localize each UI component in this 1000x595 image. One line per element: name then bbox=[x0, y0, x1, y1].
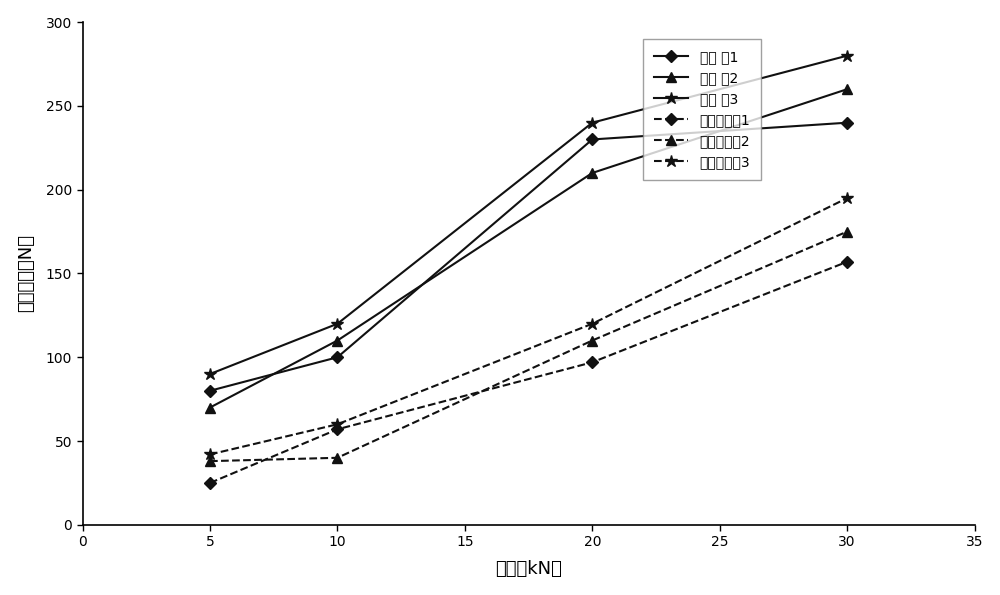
Line: 对比实施例2: 对比实施例2 bbox=[205, 227, 852, 466]
对比实施例3 bbox=[586, 320, 598, 327]
Legend: 实施 例1, 实施 例2, 实施 例3, 对比实施例1, 对比实施例2, 对比实施例3: 实施 例1, 实施 例2, 实施 例3, 对比实施例1, 对比实施例2, 对比实… bbox=[643, 39, 761, 180]
对比实施例1 bbox=[841, 258, 853, 265]
实施 例1 bbox=[841, 119, 853, 126]
对比实施例1 bbox=[586, 359, 598, 366]
实施 例3 bbox=[586, 119, 598, 126]
实施 例1 bbox=[331, 353, 343, 361]
X-axis label: 压力（kN）: 压力（kN） bbox=[495, 560, 562, 578]
Line: 实施 例1: 实施 例1 bbox=[206, 118, 851, 395]
对比实施例3 bbox=[841, 195, 853, 202]
实施 例2 bbox=[586, 170, 598, 177]
实施 例3 bbox=[204, 371, 216, 378]
实施 例3 bbox=[841, 52, 853, 60]
对比实施例1 bbox=[331, 426, 343, 433]
对比实施例2 bbox=[331, 454, 343, 461]
对比实施例2 bbox=[204, 458, 216, 465]
对比实施例2 bbox=[841, 228, 853, 235]
Line: 实施 例2: 实施 例2 bbox=[205, 84, 852, 412]
实施 例2 bbox=[331, 337, 343, 344]
对比实施例2 bbox=[586, 337, 598, 344]
Line: 对比实施例3: 对比实施例3 bbox=[204, 192, 853, 461]
对比实施例1 bbox=[204, 480, 216, 487]
对比实施例3 bbox=[204, 451, 216, 458]
对比实施例3 bbox=[331, 421, 343, 428]
Line: 对比实施例1: 对比实施例1 bbox=[206, 258, 851, 487]
Y-axis label: 片剂硬度（N）: 片剂硬度（N） bbox=[17, 234, 35, 312]
实施 例2 bbox=[204, 404, 216, 411]
实施 例1 bbox=[586, 136, 598, 143]
实施 例2 bbox=[841, 86, 853, 93]
实施 例1 bbox=[204, 387, 216, 394]
实施 例3 bbox=[331, 320, 343, 327]
Line: 实施 例3: 实施 例3 bbox=[204, 49, 853, 380]
